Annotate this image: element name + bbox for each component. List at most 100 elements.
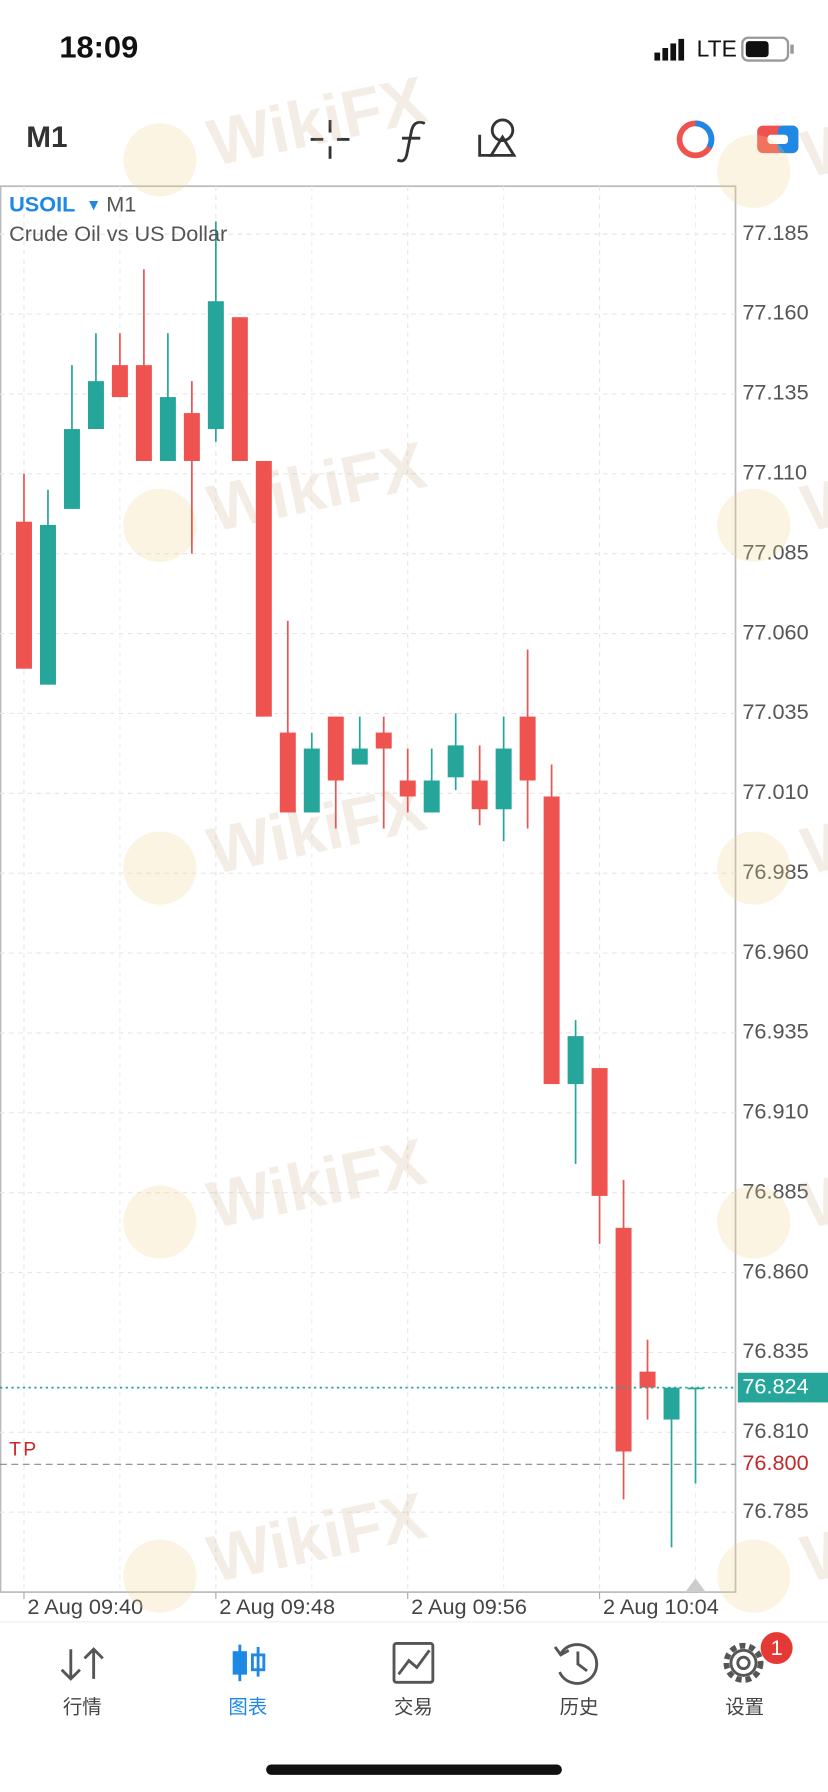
y-tick-label: 76.885	[742, 1178, 808, 1203]
watermark-logo	[717, 488, 791, 562]
chart-icon[interactable]	[232, 1644, 266, 1682]
candle-body	[135, 365, 152, 461]
x-tick-label: 2 Aug 09:40	[27, 1594, 143, 1619]
timeframe-button[interactable]: M1	[26, 121, 67, 154]
candle-body	[279, 732, 296, 813]
candle-body	[111, 365, 128, 398]
watermark: WikiFX	[202, 1125, 433, 1243]
chart-subtitle: Crude Oil vs US Dollar	[9, 221, 227, 246]
watermark: WikiFX	[795, 1479, 828, 1597]
tab-label[interactable]: 设置	[725, 1697, 764, 1719]
candle-body	[39, 524, 56, 685]
history-icon[interactable]	[553, 1643, 599, 1685]
candle-body	[615, 1227, 632, 1452]
y-tick-label: 77.060	[742, 619, 808, 644]
candle-body	[591, 1068, 608, 1196]
price-label-box	[737, 1372, 828, 1403]
chart-frame	[0, 185, 737, 1593]
y-tick-label: 77.010	[742, 779, 808, 804]
symbol-label[interactable]: USOIL	[9, 191, 75, 216]
tab-label[interactable]: 行情	[63, 1697, 102, 1719]
quotes-icon[interactable]	[60, 1647, 104, 1681]
watermark: WikiFX	[795, 428, 828, 546]
y-tick-label: 76.960	[742, 939, 808, 964]
y-tick-label: 77.110	[742, 460, 807, 485]
one-click-trading-button[interactable]	[676, 120, 715, 159]
watermark-logo	[123, 1185, 197, 1259]
settings-icon[interactable]	[723, 1642, 764, 1683]
tab-label[interactable]: 图表	[228, 1697, 267, 1719]
status-time: 18:09	[59, 29, 138, 64]
watermark: WikiFX	[795, 1125, 828, 1243]
trade-icon[interactable]	[392, 1642, 435, 1684]
watermark: WikiFX	[795, 74, 828, 192]
candle-body	[231, 317, 248, 461]
candle-body	[471, 780, 488, 810]
y-tick-label: 77.085	[742, 539, 808, 564]
candle-body	[495, 748, 512, 810]
objects-button[interactable]	[478, 118, 517, 157]
candle-body	[687, 1387, 704, 1390]
price-label: 76.824	[742, 1373, 808, 1398]
watermark: WikiFX	[202, 1479, 433, 1597]
chart-timeframe: M1	[106, 191, 136, 216]
watermark-logo	[717, 134, 791, 208]
candle-body	[303, 748, 320, 813]
tp-name: TP	[9, 1439, 38, 1461]
y-tick-label: 77.160	[742, 300, 808, 325]
watermark-logo	[123, 831, 197, 905]
candle-body	[519, 716, 536, 781]
crosshair-button[interactable]	[310, 119, 350, 159]
watermark-logo	[123, 123, 197, 197]
candle-body	[351, 748, 368, 765]
x-tick-label: 2 Aug 09:56	[411, 1594, 527, 1619]
candle-body	[567, 1036, 584, 1085]
settings-badge	[760, 1632, 793, 1665]
y-tick-label: 76.860	[742, 1258, 808, 1283]
candle-body	[207, 301, 224, 430]
y-tick-label: 76.985	[742, 859, 808, 884]
settings-badge-count: 1	[771, 1635, 783, 1660]
candle-body	[375, 732, 392, 749]
y-tick-label: 76.810	[742, 1418, 808, 1443]
x-tick-label: 2 Aug 10:04	[603, 1594, 719, 1619]
depth-button[interactable]	[757, 125, 799, 154]
scroll-marker	[685, 1578, 706, 1593]
battery-icon	[741, 36, 794, 62]
candle-body	[87, 381, 104, 430]
candle-body	[423, 780, 440, 813]
indicators-button[interactable]	[396, 120, 426, 163]
candle-body	[327, 716, 344, 781]
symbol-dropdown[interactable]	[89, 201, 99, 211]
watermark-logo	[123, 1539, 197, 1613]
x-tick-label: 2 Aug 09:48	[219, 1594, 335, 1619]
watermark-logo	[123, 488, 197, 562]
candle-body	[399, 780, 416, 797]
candle-body	[159, 397, 176, 461]
candle-body	[15, 521, 32, 669]
y-tick-label: 76.935	[742, 1019, 808, 1044]
candle-body	[639, 1371, 656, 1388]
watermark-logo	[717, 1539, 791, 1613]
candle-body	[447, 745, 464, 778]
candle-body	[543, 796, 560, 1085]
signal-icon	[654, 38, 685, 61]
tp-label-box	[737, 1449, 828, 1480]
y-tick-label: 77.035	[742, 699, 808, 724]
watermark-logo	[717, 831, 791, 905]
tp-value-label: 76.800	[742, 1450, 808, 1475]
candle-body	[663, 1387, 680, 1420]
y-tick-label: 76.835	[742, 1338, 808, 1363]
tab-label[interactable]: 交易	[394, 1697, 433, 1719]
watermark: WikiFX	[202, 63, 433, 181]
y-tick-label: 76.910	[742, 1099, 808, 1124]
y-tick-label: 76.785	[742, 1498, 808, 1523]
candle-body	[63, 429, 80, 509]
tab-label[interactable]: 历史	[560, 1697, 599, 1719]
watermark-logo	[717, 1185, 791, 1259]
home-indicator	[266, 1764, 562, 1775]
candle-body	[183, 413, 200, 461]
candle-body	[255, 460, 272, 717]
